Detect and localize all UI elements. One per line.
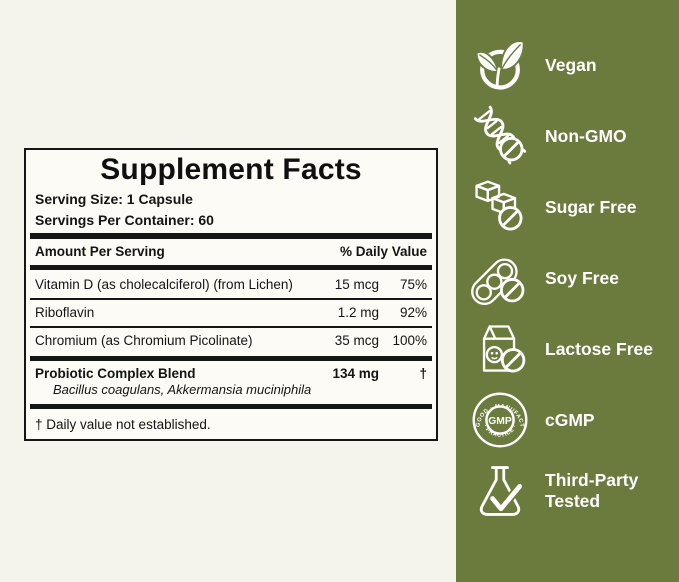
third-party-tested-icon [470,461,530,521]
supplement-facts-panel: Supplement Facts Serving Size: 1 Capsule… [24,148,438,441]
daily-value-header: % Daily Value [339,244,427,259]
nutrient-name: Chromium (as Chromium Picolinate) [35,333,253,348]
divider-thick [30,403,432,409]
divider-thick [30,355,432,361]
blend-name: Probiotic Complex Blend [35,365,196,381]
table-header-row: Amount Per Serving % Daily Value [30,241,432,263]
badge-band: Vegan Non-GMO [456,0,679,582]
badge-non-gmo: Non-GMO [470,105,671,166]
nutrient-amount: 1.2 mg [337,305,379,320]
blend-row: Probiotic Complex Blend 134 mg † Bacillu… [30,363,432,402]
serving-size: Serving Size: 1 Capsule [35,191,193,207]
nutrient-daily-value: 100% [392,333,427,348]
badge-third-party-tested: Third-Party Tested [470,462,671,520]
table-row: Vitamin D (as cholecalciferol) (from Lic… [30,272,432,300]
nutrient-daily-value: 92% [399,305,427,320]
blend-ingredients: Bacillus coagulans, Akkermansia muciniph… [53,381,312,397]
servings-per-container: Servings Per Container: 60 [35,212,214,228]
divider-thick [30,232,432,239]
table-row: Chromium (as Chromium Picolinate) 35 mcg… [30,328,432,354]
lactose-free-icon [470,319,530,379]
sugar-free-icon [470,177,530,237]
badge-label: Third-Party Tested [545,470,639,511]
cgmp-icon: GMP GOOD · MANUFACTURING · · PRACTICE · [468,386,530,450]
soy-free-icon [470,248,530,308]
badge-lactose-free: Lactose Free [470,320,671,378]
nutrient-amount: 35 mcg [334,333,379,348]
badge-soy-free: Soy Free [470,249,671,307]
nutrient-amount: 15 mcg [334,277,379,292]
non-gmo-icon [470,105,530,166]
gmp-seal-center-text: GMP [488,416,512,427]
badge-label: Sugar Free [545,196,637,217]
badge-sugar-free: Sugar Free [470,178,671,236]
amount-per-serving-header: Amount Per Serving [35,244,165,259]
nutrient-name: Riboflavin [35,305,95,320]
badge-label: Soy Free [545,267,619,288]
badge-label: Vegan [545,54,597,75]
badge-label: cGMP [545,409,595,430]
badge-cgmp: GMP GOOD · MANUFACTURING · · PRACTICE · … [468,386,671,450]
badge-label: Lactose Free [545,338,653,359]
blend-daily-value: † [419,365,427,381]
panel-title: Supplement Facts [100,153,362,186]
badge-label: Non-GMO [545,125,627,146]
nutrient-daily-value: 75% [399,277,427,292]
daily-value-footnote: † Daily value not established. [35,416,211,432]
table-row: Riboflavin 1.2 mg 92% [30,300,432,328]
badge-vegan: Vegan [470,36,671,94]
blend-amount: 134 mg [332,365,379,381]
vegan-icon [470,35,530,95]
nutrient-name: Vitamin D (as cholecalciferol) (from Lic… [35,277,293,292]
divider-thick [30,264,432,270]
